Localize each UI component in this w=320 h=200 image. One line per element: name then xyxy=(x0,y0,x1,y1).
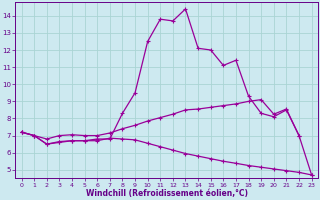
X-axis label: Windchill (Refroidissement éolien,°C): Windchill (Refroidissement éolien,°C) xyxy=(85,189,248,198)
